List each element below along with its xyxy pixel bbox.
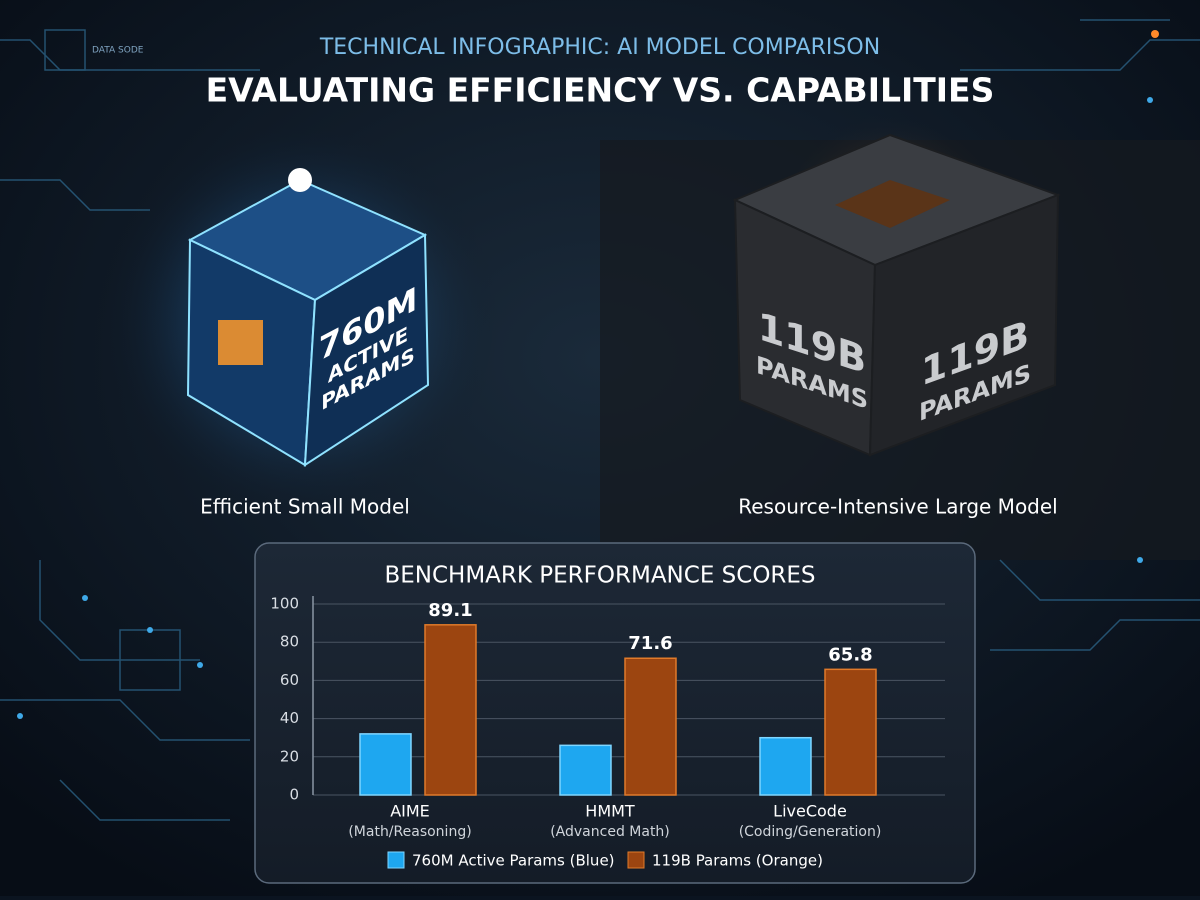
y-tick-label: 100 [270,595,299,613]
x-tick-label: AIME [390,802,430,821]
bar [559,744,612,796]
y-tick-label: 0 [289,786,299,804]
y-tick-label: 80 [280,633,299,651]
legend-label: 760M Active Params (Blue) [412,852,615,870]
legend-label: 119B Params (Orange) [652,852,823,870]
panel-caption: Efficient Small Model [200,495,410,519]
y-tick-label: 40 [280,709,299,727]
x-tick-note: (Advanced Math) [550,824,670,840]
corner-label: DATA SODE [92,46,144,56]
x-tick-note: (Coding/Generation) [739,824,882,840]
x-tick-note: (Math/Reasoning) [348,824,471,840]
bar [624,657,677,796]
data-label: 89.1 [428,600,472,621]
bar [359,733,412,796]
bar [824,668,877,796]
chart: 0 20 40 60 80 100 AIME (Math/Reasoning) 89.1 HMMT… [270,595,945,870]
legend-swatch [387,851,405,869]
data-label: 65.8 [828,644,872,665]
page-title: EVALUATING EFFICIENCY VS. CAPABILITIES [206,71,995,110]
panel-caption: Resource-Intensive Large Model [738,495,1057,519]
legend-swatch [627,851,645,869]
y-tick-label: 60 [280,671,299,689]
data-label: 71.6 [628,633,672,654]
circuit-nodes [17,30,1159,719]
bar [759,736,812,796]
x-tick-label: HMMT [585,802,635,821]
x-tick-label: LiveCode [773,802,847,821]
small-cube [186,168,430,467]
kicker: TECHNICAL INFOGRAPHIC: AI MODEL COMPARIS… [319,35,880,60]
circuit-lines [0,19,1200,821]
y-tick-label: 20 [280,747,299,765]
bar [424,624,477,796]
large-cube [732,133,1061,457]
chart-title: BENCHMARK PERFORMANCE SCORES [384,563,815,589]
